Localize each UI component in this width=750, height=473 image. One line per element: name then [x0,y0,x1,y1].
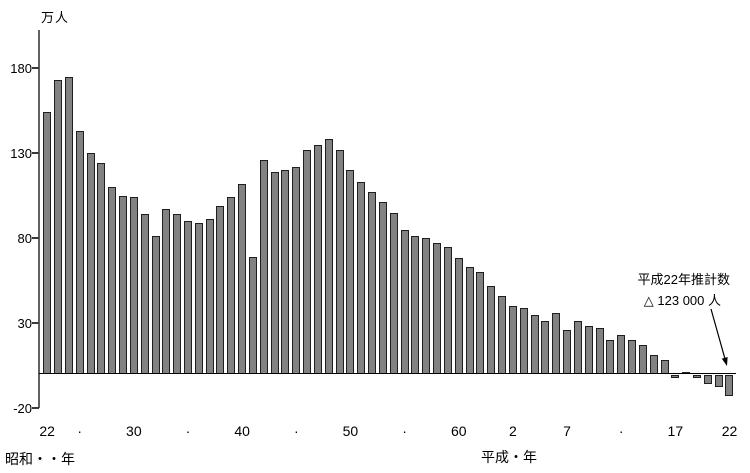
bar [119,195,127,374]
bar [508,306,517,374]
x-tick-label: 2 [508,423,517,439]
x-tick-label: 40 [234,423,250,439]
y-tick [32,237,39,239]
bar [108,187,117,374]
bar [498,295,507,374]
x-axis-era-caption-heisei: 平成・年 [481,449,537,465]
bar [183,221,192,374]
y-tick-label: 30 [17,315,32,331]
bar [205,219,214,374]
bar [162,209,171,374]
bar [703,375,712,384]
bar [173,214,182,374]
y-tick-label: 80 [17,230,32,246]
bar [75,130,84,374]
y-tick [32,407,39,409]
bar [573,321,582,374]
x-axis-era-caption-showa: 昭和・・年 [5,451,75,467]
y-tick-label: 130 [10,145,32,161]
bar [324,139,333,374]
y-tick [32,67,39,69]
bar [194,222,203,374]
bar [638,345,647,374]
bar [389,212,398,374]
x-tick-label: · [77,423,83,439]
x-tick-label: · [293,423,299,439]
x-tick-label: · [185,423,191,439]
bar [584,326,593,374]
bar [97,163,106,374]
x-tick-label: 17 [667,423,684,439]
x-tick-label: 50 [342,423,359,439]
y-tick [32,152,39,154]
bar [628,340,637,374]
bar [368,192,377,374]
bar [530,314,539,374]
bar [335,149,344,374]
bar [714,375,723,387]
bar [563,329,572,374]
x-tick-label: 22 [721,423,738,439]
bar [617,334,626,374]
bar [86,153,95,374]
bar [129,197,138,374]
bar [433,243,442,374]
bar [443,246,452,374]
bar [541,321,550,374]
bar [270,171,279,374]
y-tick [32,322,39,324]
bar [400,229,409,374]
y-tick-label: -20 [13,400,32,416]
bar [357,181,366,374]
bar [216,205,225,374]
y-axis-line [38,30,40,408]
bar [595,328,604,374]
bar [281,170,290,374]
bar [519,307,528,374]
bar [43,112,52,374]
bar [378,202,387,374]
annotation-line1: 平成22年推計数 [637,272,730,287]
bar [660,360,669,374]
bar [140,214,149,374]
bar [411,236,420,374]
x-tick-label: · [402,423,407,439]
zero-baseline [39,373,736,375]
bar [151,236,160,374]
bar [259,159,268,374]
bar [671,375,680,379]
bar [465,266,474,374]
bar [313,144,322,374]
bar [487,285,496,374]
bar [422,238,431,374]
bar [64,76,73,374]
annotation-line2: △ 123 000 人 [643,293,721,308]
bar [606,340,615,374]
bar [248,256,257,374]
bar [54,79,63,374]
bar [649,355,658,374]
annotation: 平成22年推計数 △ 123 000 人 [520,269,730,311]
bar [454,258,463,374]
bar [292,166,301,374]
x-tick-label: 7 [563,423,571,439]
bar [303,149,312,374]
bar [227,197,236,374]
x-tick-label: · [618,423,624,439]
y-axis-unit-label: 万人 [41,10,70,25]
y-tick-label: 180 [10,60,32,76]
x-tick-label: 60 [450,423,467,439]
bar [725,375,734,396]
x-tick-label: 30 [126,423,142,439]
bar [238,183,247,374]
bar [693,375,701,379]
bar [476,272,485,374]
bar [552,312,561,374]
x-tick-label: 22 [39,423,55,439]
bar [346,170,355,374]
